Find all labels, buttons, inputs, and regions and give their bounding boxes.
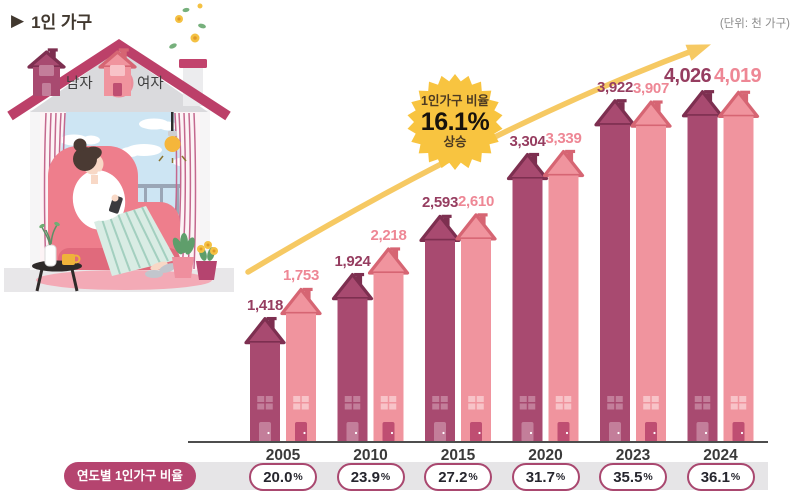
percent-suffix: % (380, 471, 391, 483)
side-table (32, 221, 82, 292)
value-label-male-2010: 1,924 (334, 252, 371, 270)
legend-male-label: 남자 (66, 76, 93, 92)
title-marker-icon: ▶ (11, 10, 25, 30)
potted-plants (172, 233, 218, 280)
percent-pill-2005: 20.0% (249, 463, 317, 491)
slipper (159, 263, 177, 273)
callout-badge: 1인가구 비율 16.1% 상승 (406, 73, 504, 171)
bar-female-2015 (455, 213, 497, 442)
rug (36, 270, 212, 290)
hair-bun (73, 138, 87, 152)
bar-male-2010 (331, 272, 374, 442)
bar-female-2005 (280, 287, 322, 442)
legend-female-label: 여자 (137, 76, 164, 92)
woman (72, 138, 177, 278)
bar-male-2024 (681, 90, 724, 442)
bar-female-2020 (542, 149, 585, 442)
percent-pill-2024: 36.1% (686, 463, 755, 491)
value-label-female-2024: 4,019 (713, 65, 762, 88)
percent-suffix: % (730, 471, 741, 483)
mug (62, 254, 75, 265)
callout-value: 16.1% (420, 107, 490, 136)
percent-value: 35.5 (613, 468, 643, 486)
percent-value: 36.1 (700, 468, 730, 486)
percent-suffix: % (293, 471, 303, 483)
year-label-2020: 2020 (528, 447, 563, 464)
percent-pill-2015: 27.2% (424, 463, 492, 491)
percent-value: 27.2 (438, 468, 468, 486)
bar-male-2005 (244, 316, 286, 442)
value-label-female-2010: 2,218 (370, 227, 407, 245)
value-label-male-2015: 2,593 (421, 194, 459, 212)
value-label-male-2024: 4,026 (663, 64, 712, 87)
value-label-female-2015: 2,610 (457, 192, 495, 210)
value-label-female-2020: 3,339 (545, 129, 582, 147)
unit-label: (단위: 천 가구) (719, 18, 790, 30)
value-label-male-2023: 3,922 (596, 78, 634, 96)
value-label-male-2020: 3,304 (509, 132, 546, 150)
legend-female-house-icon (98, 48, 137, 96)
bar-female-2023 (630, 100, 672, 442)
percent-suffix: % (643, 471, 653, 483)
bar-female-2010 (367, 247, 410, 442)
x-axis-line (188, 441, 768, 443)
ratio-row-label: 연도별 1인가구 비율 (64, 462, 196, 490)
bar-male-2023 (594, 99, 636, 442)
percent-pill-2010: 23.9% (336, 463, 405, 491)
arrow-head-icon (685, 44, 711, 61)
chimney-flowers (169, 3, 206, 49)
percent-value: 20.0 (263, 468, 293, 486)
page-title: ▶ 1인 가구 (11, 8, 92, 33)
percent-suffix: % (468, 471, 478, 483)
callout-line1: 1인가구 비율 (421, 93, 489, 108)
legend-male-house-icon (27, 48, 66, 96)
percent-pill-2023: 35.5% (599, 463, 667, 491)
legend (27, 48, 137, 96)
percent-value: 31.7 (525, 468, 555, 486)
right-wall (198, 110, 210, 270)
value-label-female-2023: 3,907 (632, 80, 670, 98)
page-title-text: 1인 가구 (31, 13, 93, 32)
starburst-icon (407, 74, 503, 170)
percent-pill-2020: 31.7% (511, 463, 580, 491)
year-label-2023: 2023 (615, 447, 651, 464)
left-wall (30, 110, 42, 270)
year-label-2024: 2024 (703, 447, 738, 464)
value-label-male-2005: 1,418 (246, 296, 284, 314)
percent-suffix: % (555, 471, 566, 483)
year-label-2010: 2010 (353, 447, 388, 464)
bar-male-2020 (506, 152, 549, 442)
bar-female-2024 (717, 90, 760, 443)
slipper (145, 270, 163, 278)
year-label-2015: 2015 (440, 447, 476, 464)
value-label-female-2005: 1,753 (282, 267, 320, 285)
light-rays (158, 155, 187, 163)
callout-line2: 상승 (443, 135, 467, 150)
percent-value: 23.9 (350, 468, 380, 486)
year-label-2005: 2005 (265, 447, 301, 464)
bar-male-2015 (419, 214, 461, 442)
